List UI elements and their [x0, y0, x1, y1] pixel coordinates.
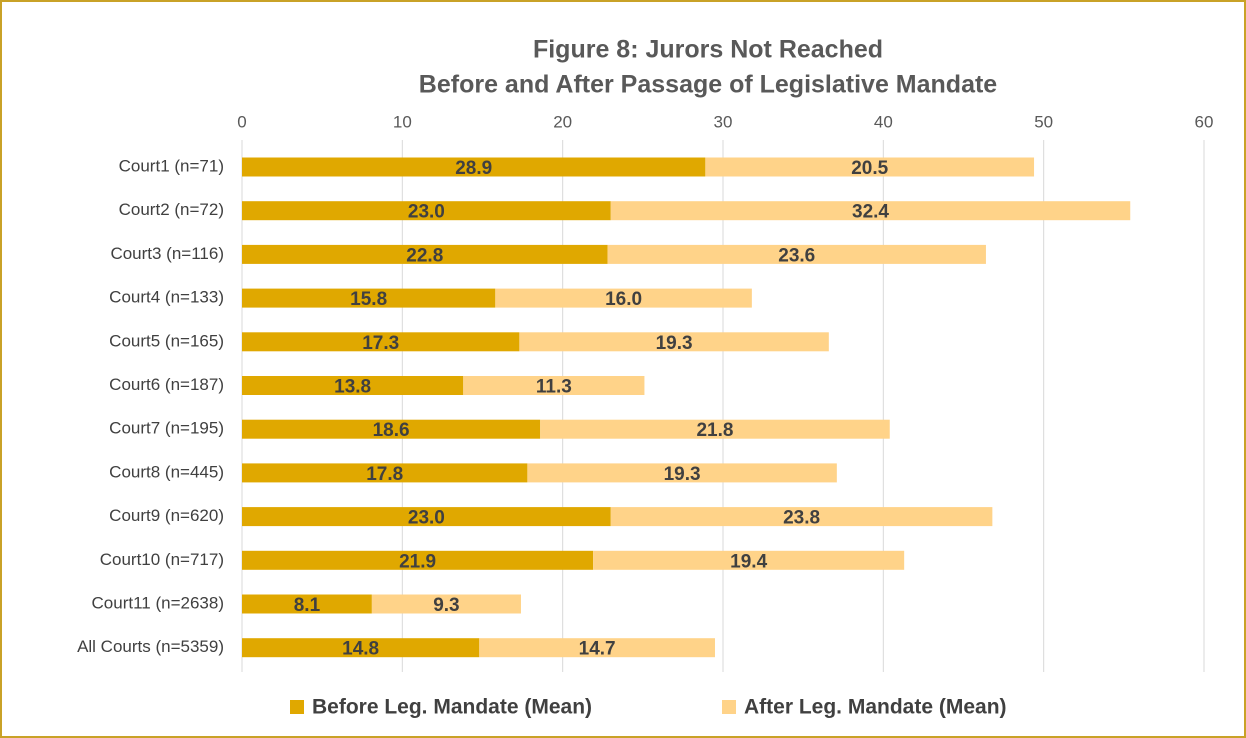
legend-swatch — [290, 700, 304, 714]
y-tick-label: Court11 (n=2638) — [92, 593, 224, 612]
data-label: 19.3 — [656, 333, 693, 354]
bar-segment — [242, 157, 706, 177]
x-tick-label: 0 — [237, 112, 246, 131]
bar-segment — [593, 550, 905, 570]
legend-label: After Leg. Mandate (Mean) — [744, 696, 1007, 719]
data-label: 19.4 — [730, 551, 767, 572]
bar-segment — [242, 594, 372, 614]
data-label: 19.3 — [664, 464, 701, 485]
chart-subtitle: Before and After Passage of Legislative … — [419, 71, 998, 99]
data-label: 22.8 — [406, 245, 443, 266]
legend-swatch — [722, 700, 736, 714]
x-tick-label: 50 — [1034, 112, 1053, 131]
data-label: 8.1 — [294, 595, 321, 616]
bar-segment — [527, 463, 837, 483]
data-label: 23.0 — [408, 202, 445, 223]
y-tick-label: Court6 (n=187) — [109, 375, 224, 394]
data-label: 23.8 — [783, 508, 820, 529]
bar-segment — [242, 638, 480, 658]
data-label: 32.4 — [852, 202, 889, 223]
data-label: 18.6 — [373, 420, 410, 441]
bar-segment — [242, 376, 464, 395]
bar-segment — [519, 332, 829, 352]
data-label: 16.0 — [605, 289, 642, 310]
bar-segment — [705, 157, 1035, 177]
data-label: 28.9 — [455, 158, 492, 179]
bar-segment — [242, 201, 611, 221]
data-label: 23.0 — [408, 508, 445, 529]
data-label: 9.3 — [433, 595, 459, 616]
y-tick-label: Court10 (n=717) — [100, 550, 224, 569]
bar-segment — [242, 288, 496, 308]
bar-segment — [610, 507, 993, 527]
bar-segment — [610, 201, 1131, 221]
bar-segment — [242, 244, 608, 264]
y-tick-label: Court2 (n=72) — [119, 200, 224, 219]
bar-segment — [540, 419, 890, 439]
y-tick-label: Court8 (n=445) — [109, 462, 224, 481]
data-label: 21.8 — [696, 420, 733, 441]
x-tick-label: 40 — [874, 112, 893, 131]
data-label: 20.5 — [851, 158, 888, 179]
bar-segment — [242, 507, 611, 527]
y-tick-label: Court9 (n=620) — [109, 506, 224, 525]
data-label: 13.8 — [334, 377, 371, 398]
x-tick-label: 10 — [393, 112, 412, 131]
data-label: 17.8 — [366, 464, 403, 485]
bar-segment — [495, 288, 752, 308]
data-label: 14.8 — [342, 639, 379, 660]
y-tick-label: Court4 (n=133) — [109, 288, 224, 307]
bar-segment — [463, 376, 645, 395]
data-label: 21.9 — [399, 551, 436, 572]
y-tick-label: All Courts (n=5359) — [77, 637, 224, 656]
bar-segment — [371, 594, 521, 614]
legend-label: Before Leg. Mandate (Mean) — [312, 696, 592, 719]
bar-segment — [242, 419, 541, 439]
data-label: 14.7 — [579, 639, 616, 660]
bar-segment — [479, 638, 715, 658]
x-tick-label: 60 — [1195, 112, 1214, 131]
y-tick-label: Court3 (n=116) — [110, 244, 224, 263]
x-tick-label: 30 — [714, 112, 733, 131]
data-label: 15.8 — [350, 289, 387, 310]
bar-segment — [242, 463, 528, 483]
y-tick-label: Court1 (n=71) — [119, 156, 224, 175]
bar-segment — [607, 244, 986, 264]
y-tick-label: Court7 (n=195) — [109, 419, 224, 438]
chart-title: Figure 8: Jurors Not Reached — [533, 36, 883, 64]
data-label: 17.3 — [362, 333, 399, 354]
bar-segment — [242, 550, 594, 570]
x-tick-label: 20 — [553, 112, 572, 131]
bar-segment — [242, 332, 520, 352]
data-label: 11.3 — [536, 377, 572, 398]
y-tick-label: Court5 (n=165) — [109, 331, 224, 350]
data-label: 23.6 — [778, 245, 815, 266]
